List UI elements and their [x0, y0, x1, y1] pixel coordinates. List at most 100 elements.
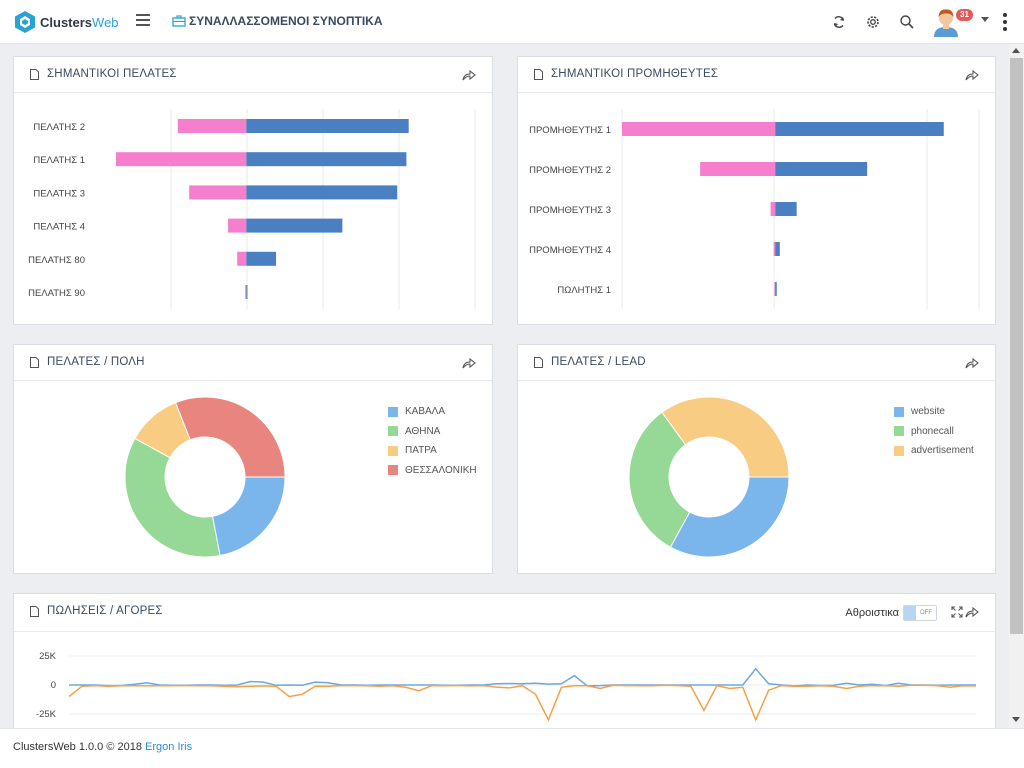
document-icon: [30, 68, 39, 80]
panel-title-text: ΠΕΛΑΤΕΣ / LEAD: [551, 356, 646, 368]
legend-label: advertisement: [911, 445, 974, 457]
more-options-icon[interactable]: [1003, 13, 1007, 31]
donut-slice: [124, 437, 221, 558]
page-scrollbar[interactable]: [1009, 44, 1024, 728]
bar-positive: [246, 218, 343, 233]
bar-positive: [775, 122, 944, 136]
city-legend: ΚΑΒΑΛΑ ΑΘΗΝΑ ΠΑΤΡΑ ΘΕΣΣΑΛΟΝΙΚΗ: [388, 402, 477, 480]
bar-positive: [246, 285, 248, 299]
search-icon[interactable]: [899, 14, 915, 30]
panel-header: ΠΕΛΑΤΕΣ / LEAD: [518, 345, 995, 381]
share-icon[interactable]: [965, 606, 979, 618]
bar-positive: [246, 251, 277, 266]
donut-slice: [211, 476, 286, 557]
bar-negative: [177, 119, 247, 133]
bar-negative: [700, 162, 776, 176]
legend-swatch: [388, 426, 398, 437]
y-tick-label: -25K: [36, 709, 57, 720]
legend-label: ΑΘΗΝΑ: [405, 425, 441, 437]
bar-negative: [773, 242, 776, 256]
page-title: ΣΥΝΑΛΛΑΣΣΟΜΕΝΟΙ ΣΥΝΟΠΤΙΚΑ: [172, 14, 382, 28]
legend-item[interactable]: phonecall: [894, 422, 974, 442]
panel-important-suppliers: ΣΗΜΑΝΤΙΚΟΙ ΠΡΟΜΗΘΕΥΤΕΣ ΠΡΟΜΗΘΕΥΤΗΣ 1 ΠΡΟΜ…: [517, 56, 996, 325]
footer-link[interactable]: Ergon Iris: [145, 741, 193, 753]
bar-negative: [189, 185, 247, 200]
legend-label: website: [911, 406, 945, 418]
logo-hex-icon: [15, 11, 35, 33]
category-label: ΠΡΟΜΗΘΕΥΤΗΣ 4: [529, 245, 611, 256]
lead-donut-chart: [628, 396, 790, 558]
legend-item[interactable]: advertisement: [894, 441, 974, 461]
legend-swatch: [388, 465, 398, 476]
legend-swatch: [388, 406, 398, 417]
avatar[interactable]: [932, 7, 960, 37]
panel-important-customers: ΣΗΜΑΝΤΙΚΟΙ ΠΕΛΑΤΕΣ ΠΕΛΑΤΗΣ 2 ΠΕΛΑΤΗΣ 1 ΠΕΛ…: [13, 56, 493, 325]
bar-positive: [246, 119, 409, 133]
scrollbar-thumb[interactable]: [1010, 58, 1023, 634]
legend-swatch: [388, 445, 398, 456]
panel-customers-city: ΠΕΛΑΤΕΣ / ΠΟΛΗ ΚΑΒΑΛΑ ΑΘΗΝΑ ΠΑΤΡΑ ΘΕΣΣΑΛΟΝΙ…: [13, 344, 493, 574]
scroll-down-icon[interactable]: [1012, 717, 1020, 722]
legend-item[interactable]: ΘΕΣΣΑΛΟΝΙΚΗ: [388, 461, 477, 481]
series-line: [69, 667, 976, 687]
category-label: ΠΕΛΑΤΗΣ 90: [28, 288, 85, 299]
chevron-down-icon[interactable]: [981, 17, 989, 22]
category-label: ΠΕΛΑΤΗΣ 4: [33, 222, 85, 233]
legend-swatch: [894, 445, 904, 456]
bar-positive: [775, 242, 780, 256]
share-icon[interactable]: [965, 69, 979, 81]
legend-item[interactable]: ΑΘΗΝΑ: [388, 422, 477, 442]
y-tick-label: 25K: [39, 651, 57, 662]
legend-swatch: [894, 426, 904, 437]
top-bar: ClustersWeb ΣΥΝΑΛΛΑΣΣΟΜΕΝΟΙ ΣΥΝΟΠΤΙΚΑ 31: [0, 0, 1024, 44]
menu-toggle-icon[interactable]: [136, 14, 150, 26]
legend-item[interactable]: website: [894, 402, 974, 422]
panel-title: ΣΗΜΑΝΤΙΚΟΙ ΠΕΛΑΤΕΣ: [30, 68, 177, 80]
legend-swatch: [894, 406, 904, 417]
refresh-icon[interactable]: [831, 14, 847, 30]
briefcase-icon: [172, 15, 186, 27]
bar-negative: [774, 282, 776, 296]
bar-positive: [775, 162, 868, 176]
donut-slice: [174, 396, 286, 478]
panel-title: ΠΩΛΗΣΕΙΣ / ΑΓΟΡΕΣ: [30, 605, 163, 617]
category-label: ΠΕΛΑΤΗΣ 1: [33, 155, 85, 166]
panel-title-text: ΣΗΜΑΝΤΙΚΟΙ ΠΡΟΜΗΘΕΥΤΕΣ: [551, 68, 719, 80]
share-icon[interactable]: [965, 357, 979, 369]
toggle-state: OFF: [920, 610, 932, 616]
y-tick-label: 0: [51, 680, 56, 691]
category-label: ΠΕΛΑΤΗΣ 3: [33, 188, 85, 199]
panel-title-text: ΠΕΛΑΤΕΣ / ΠΟΛΗ: [47, 356, 145, 368]
panel-customers-lead: ΠΕΛΑΤΕΣ / LEAD website phonecall advertise…: [517, 344, 996, 574]
brand-main: Clusters: [40, 14, 93, 30]
panel-title: ΣΗΜΑΝΤΙΚΟΙ ΠΡΟΜΗΘΕΥΤΕΣ: [534, 68, 718, 80]
gear-icon[interactable]: [865, 14, 881, 30]
brand-name: ClustersWeb: [40, 15, 119, 30]
legend-label: ΘΕΣΣΑΛΟΝΙΚΗ: [405, 464, 477, 476]
footer: ClustersWeb 1.0.0 © 2018 Ergon Iris: [0, 728, 1024, 768]
customers-bar-chart: ΠΕΛΑΤΗΣ 2 ΠΕΛΑΤΗΣ 1 ΠΕΛΑΤΗΣ 3 ΠΕΛΑΤΗΣ 4 ΠΕΛΑ…: [28, 109, 476, 309]
share-icon[interactable]: [462, 69, 476, 81]
donut-slice: [661, 396, 790, 478]
scroll-up-icon[interactable]: [1012, 48, 1020, 53]
share-icon[interactable]: [462, 357, 476, 369]
expand-icon[interactable]: [951, 606, 963, 618]
legend-label: ΠΑΤΡΑ: [405, 445, 437, 457]
legend-item[interactable]: ΚΑΒΑΛΑ: [388, 402, 477, 422]
category-label: ΠΡΟΜΗΘΕΥΤΗΣ 2: [529, 165, 611, 176]
document-icon: [534, 356, 543, 368]
panel-header: ΠΩΛΗΣΕΙΣ / ΑΓΟΡΕΣ Αθροιστικα OFF: [14, 594, 995, 632]
panel-header: ΣΗΜΑΝΤΙΚΟΙ ΠΕΛΑΤΕΣ: [14, 57, 492, 93]
panel-sales-purchases: ΠΩΛΗΣΕΙΣ / ΑΓΟΡΕΣ Αθροιστικα OFF 25K 0 -25…: [13, 593, 996, 733]
category-label: ΠΕΛΑΤΗΣ 80: [28, 255, 85, 266]
bar-negative: [245, 285, 247, 299]
legend-label: ΚΑΒΑΛΑ: [405, 406, 446, 418]
donut-slice: [669, 476, 790, 558]
lead-legend: website phonecall advertisement: [894, 402, 974, 461]
panel-title-text: ΠΩΛΗΣΕΙΣ / ΑΓΟΡΕΣ: [47, 605, 163, 617]
page-title-text: ΣΥΝΑΛΛΑΣΣΟΜΕΝΟΙ ΣΥΝΟΠΤΙΚΑ: [189, 14, 383, 28]
bar-negative: [770, 202, 776, 216]
app-logo[interactable]: ClustersWeb: [14, 10, 119, 34]
legend-item[interactable]: ΠΑΤΡΑ: [388, 441, 477, 461]
cumulative-toggle[interactable]: OFF: [903, 605, 937, 621]
